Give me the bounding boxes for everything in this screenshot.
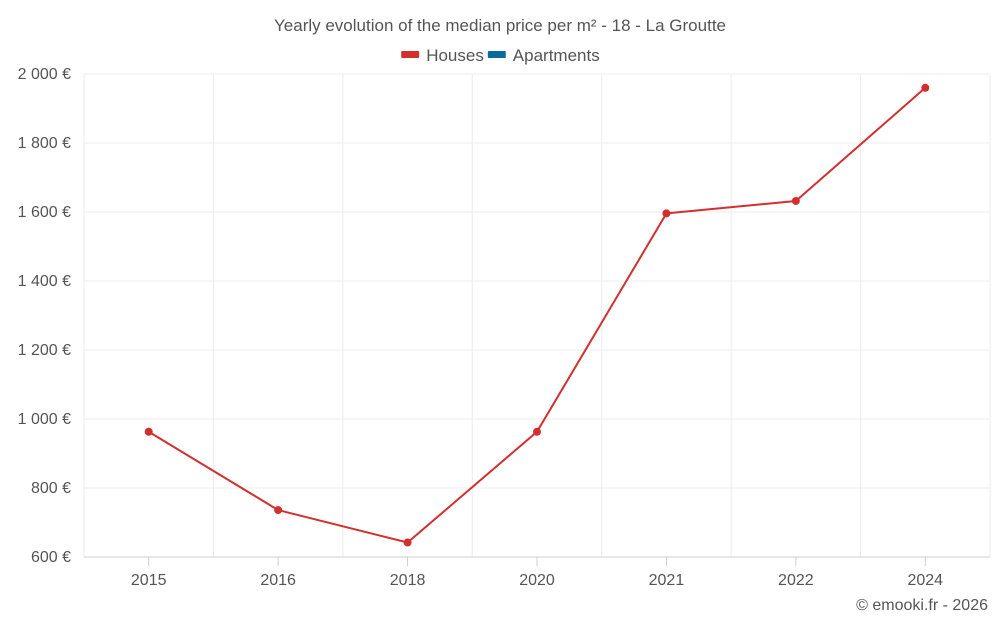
horizontal-gridlines (84, 73, 990, 489)
data-point-houses-2018[interactable] (403, 538, 412, 547)
legend: Houses Apartments (401, 46, 600, 65)
x-tick-label: 2018 (390, 572, 426, 589)
legend-swatch (401, 51, 420, 58)
x-axis-ticks: 2015 2016 2018 2020 2021 2022 2024 (131, 557, 943, 589)
vertical-gridlines (83, 74, 991, 557)
y-tick-label: 1 400 € (18, 273, 71, 290)
y-axis-ticks: 600 € 800 € 1 000 € 1 200 € 1 400 € 1 600 € 1 … (18, 66, 71, 566)
legend-swatch (487, 51, 506, 58)
x-tick-label: 2024 (907, 572, 943, 589)
series-layer (144, 83, 930, 547)
data-point-houses-2015[interactable] (144, 427, 153, 436)
x-tick-label: 2015 (131, 572, 167, 589)
legend-label: Houses (426, 46, 484, 65)
y-tick-label: 1 600 € (18, 204, 71, 221)
legend-label: Apartments (513, 46, 600, 65)
y-tick-label: 1 000 € (18, 411, 71, 428)
y-tick-label: 1 200 € (18, 342, 71, 359)
x-tick-label: 2021 (649, 572, 685, 589)
data-point-houses-2021[interactable] (662, 209, 671, 218)
y-tick-label: 800 € (31, 480, 71, 497)
series-line-houses (148, 87, 926, 544)
data-point-houses-2024[interactable] (921, 83, 930, 92)
chart-title: Yearly evolution of the median price per… (274, 16, 726, 35)
y-tick-label: 2 000 € (18, 66, 71, 83)
y-tick-label: 1 800 € (18, 135, 71, 152)
legend-item-apartments[interactable]: Apartments (487, 46, 600, 65)
data-point-houses-2022[interactable] (791, 196, 800, 205)
legend-item-houses[interactable]: Houses (401, 46, 484, 65)
data-point-houses-2020[interactable] (533, 427, 541, 436)
y-tick-label: 600 € (31, 549, 71, 566)
x-tick-label: 2020 (519, 572, 555, 589)
data-point-houses-2016[interactable] (274, 506, 283, 515)
credit-text: © emooki.fr - 2026 (856, 597, 988, 614)
x-tick-label: 2016 (260, 572, 296, 589)
x-tick-label: 2022 (778, 572, 814, 589)
